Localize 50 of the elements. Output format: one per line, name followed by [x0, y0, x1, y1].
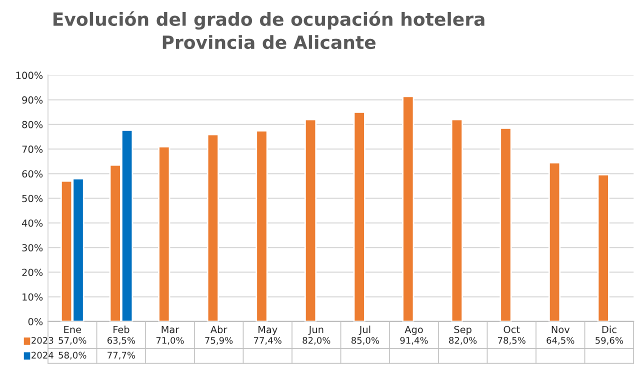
data-label: 85,0% [351, 336, 380, 345]
data-label: 82,0% [302, 336, 330, 345]
x-tick-label: Mar [162, 326, 180, 334]
data-label: 64,5% [546, 336, 574, 345]
x-tick-label: Sep [454, 326, 472, 336]
bar [256, 130, 268, 322]
y-tick-label: 30% [22, 244, 43, 252]
x-tick-label: Abr [210, 326, 228, 334]
y-tick-label: 80% [22, 120, 43, 128]
y-tick-label: 70% [22, 146, 43, 153]
bar [500, 127, 512, 322]
bar [402, 96, 414, 322]
chart-title: Evolución del grado de ocupación hotelera Provincia de Alicante [54, 11, 484, 50]
x-tick-label: Dic [602, 326, 616, 334]
x-tick-label: Ago [404, 326, 423, 336]
y-tick-label: 0% [28, 318, 43, 326]
data-label: 82,0% [449, 336, 477, 345]
bar [353, 111, 366, 322]
x-tick-label: Ene [64, 326, 82, 334]
bar [158, 146, 170, 322]
data-label: 57,0% [58, 336, 86, 345]
data-label: 77,4% [254, 336, 282, 345]
y-tick-label: 90% [22, 96, 43, 104]
legend-label: 2024 [32, 352, 54, 359]
x-tick-label: Jul [358, 326, 370, 335]
y-tick-label: 60% [22, 170, 43, 178]
x-tick-label: Nov [552, 326, 570, 334]
y-tick-label: 40% [22, 219, 43, 227]
x-tick-label: May [258, 326, 278, 336]
x-tick-label: Feb [114, 326, 130, 334]
bar [548, 162, 561, 322]
bar [597, 174, 610, 322]
data-label: 59,6% [596, 336, 624, 345]
data-label: 58,0% [58, 352, 86, 360]
data-label: 63,5% [107, 336, 136, 345]
legend-label: 2023 [32, 336, 54, 344]
bar [450, 118, 464, 322]
x-tick-label: Jun [308, 326, 324, 335]
bar [206, 134, 220, 322]
y-tick-label: 20% [22, 268, 43, 276]
data-label: 77,7% [108, 352, 136, 360]
data-label: 78,5% [498, 336, 526, 345]
y-tick-label: 100% [16, 72, 43, 80]
x-tick-label: Oct [504, 326, 520, 334]
y-tick-label: 50% [22, 194, 43, 202]
data-label: 75,9% [205, 336, 233, 345]
data-label: 91,4% [400, 336, 428, 345]
bar [304, 118, 317, 322]
y-tick-label: 10% [22, 293, 43, 301]
data-label: 71,0% [156, 336, 184, 345]
